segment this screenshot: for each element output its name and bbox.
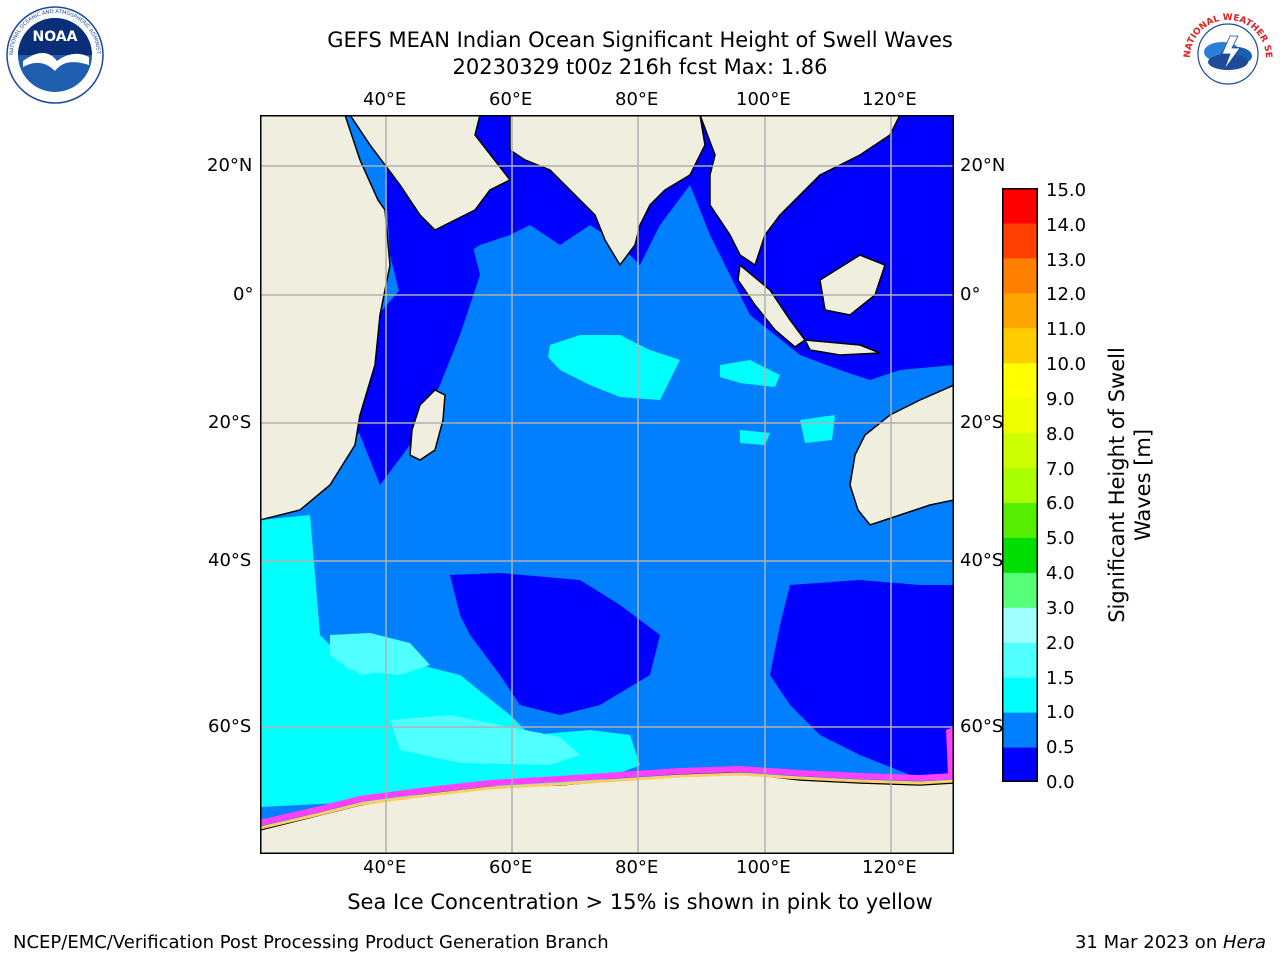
deep-blue-south-central <box>450 573 660 715</box>
lon-tick-bottom-120e: 120°E <box>862 857 917 878</box>
cb-tick: 6.0 <box>1046 493 1075 514</box>
cyan-patch-small2 <box>800 415 835 443</box>
lon-tick-bottom-60e: 60°E <box>489 857 533 878</box>
footer-date: 31 Mar 2023 on Hera <box>1075 932 1266 953</box>
lat-tick-right-20s: 20°S <box>960 412 1004 433</box>
cb-tick: 11.0 <box>1046 319 1087 340</box>
footer-machine: Hera <box>1222 932 1266 953</box>
cb-tick: 1.0 <box>1046 702 1075 723</box>
colorbar-bin <box>1002 188 1038 224</box>
colorbar-bin <box>1002 467 1038 503</box>
lon-tick-bottom-40e: 40°E <box>363 857 407 878</box>
sea-ice-caption: Sea Ice Concentration > 15% is shown in … <box>347 890 933 914</box>
colorbar-bin <box>1002 572 1038 608</box>
cb-tick: 5.0 <box>1046 528 1075 549</box>
colorbar-bin <box>1002 677 1038 713</box>
deep-blue-north <box>355 115 954 435</box>
colorbar-bin <box>1002 397 1038 434</box>
cb-tick: 13.0 <box>1046 250 1087 271</box>
lon-tick-top-100e: 100°E <box>736 89 791 110</box>
noaa-logo-text: NOAA <box>33 29 78 45</box>
map-frame <box>260 115 954 854</box>
cb-tick: 12.0 <box>1046 284 1087 305</box>
lon-tick-bottom-100e: 100°E <box>736 857 791 878</box>
land-sumatra <box>737 263 807 348</box>
lon-tick-top-60e: 60°E <box>489 89 533 110</box>
colorbar <box>1002 188 1038 782</box>
colorbar-bin <box>1002 502 1038 538</box>
cb-tick: 7.0 <box>1046 459 1075 480</box>
land-madagascar <box>409 389 446 461</box>
lat-tick-left-0: 0° <box>233 284 254 305</box>
lat-tick-right-0: 0° <box>960 284 981 305</box>
colorbar-bin <box>1002 362 1038 399</box>
sea-ice-yellow-band <box>260 772 954 830</box>
land-india <box>509 115 706 267</box>
chart-title: GEFS MEAN Indian Ocean Significant Heigh… <box>327 28 953 52</box>
lon-tick-top-40e: 40°E <box>363 89 407 110</box>
colorbar-bin <box>1002 432 1038 469</box>
cb-tick: 9.0 <box>1046 389 1075 410</box>
lon-tick-bottom-80e: 80°E <box>615 857 659 878</box>
land-java <box>803 339 881 356</box>
lat-tick-left-20s: 20°S <box>208 412 252 433</box>
sea-ice-pink-band <box>260 765 954 826</box>
cb-tick: 1.5 <box>1046 668 1075 689</box>
colorbar-bin <box>1002 292 1038 329</box>
cb-tick: 4.0 <box>1046 563 1075 584</box>
colorbar-bin <box>1002 222 1038 259</box>
light-cyan-patch-south <box>340 653 395 675</box>
cb-tick: 15.0 <box>1046 180 1087 201</box>
lon-tick-top-80e: 80°E <box>615 89 659 110</box>
colorbar-bin <box>1002 712 1038 748</box>
cb-tick: 2.0 <box>1046 633 1075 654</box>
swell-height-map <box>260 115 954 854</box>
colorbar-label-line1: Significant Height of Swell <box>1105 347 1129 623</box>
sea-ice-east-edge <box>946 727 954 775</box>
map-gridlines <box>260 115 954 854</box>
footer-date-text: 31 Mar 2023 on <box>1074 932 1223 953</box>
land-australia <box>849 384 954 526</box>
cyan-patch-small <box>740 430 770 445</box>
lat-tick-left-20n: 20°N <box>207 155 253 176</box>
cb-tick: 0.5 <box>1046 737 1075 758</box>
land-southeast-asia <box>699 115 901 267</box>
colorbar-bin <box>1002 537 1038 573</box>
colorbar-label: Significant Height of Swell Waves [m] <box>1100 205 1160 765</box>
cb-tick: 3.0 <box>1046 598 1075 619</box>
cb-tick: 8.0 <box>1046 424 1075 445</box>
lat-tick-right-40s: 40°S <box>960 550 1004 571</box>
colorbar-bin <box>1002 257 1038 294</box>
cyan-central-patch <box>548 335 680 400</box>
nws-logo-icon: NATIONAL WEATHER SERVICE <box>1178 8 1273 98</box>
footer-branch: NCEP/EMC/Verification Post Processing Pr… <box>13 932 609 953</box>
lat-tick-left-60s: 60°S <box>208 716 252 737</box>
cb-tick: 0.0 <box>1046 772 1075 793</box>
lat-tick-right-60s: 60°S <box>960 716 1004 737</box>
lat-tick-right-20n: 20°N <box>960 155 1006 176</box>
colorbar-bin <box>1002 607 1038 643</box>
cb-tick: 14.0 <box>1046 215 1087 236</box>
colorbar-bin <box>1002 327 1038 364</box>
cb-tick: 10.0 <box>1046 354 1087 375</box>
colorbar-bin <box>1002 747 1038 782</box>
noaa-logo-icon: NOAA NATIONAL OCEANIC AND ATMOSPHERIC AD… <box>5 5 104 104</box>
lon-tick-top-120e: 120°E <box>862 89 917 110</box>
chart-subtitle: 20230329 t00z 216h fcst Max: 1.86 <box>452 55 828 79</box>
colorbar-label-line2: Waves [m] <box>1131 428 1155 542</box>
colorbar-bin <box>1002 642 1038 678</box>
lat-tick-left-40s: 40°S <box>208 550 252 571</box>
